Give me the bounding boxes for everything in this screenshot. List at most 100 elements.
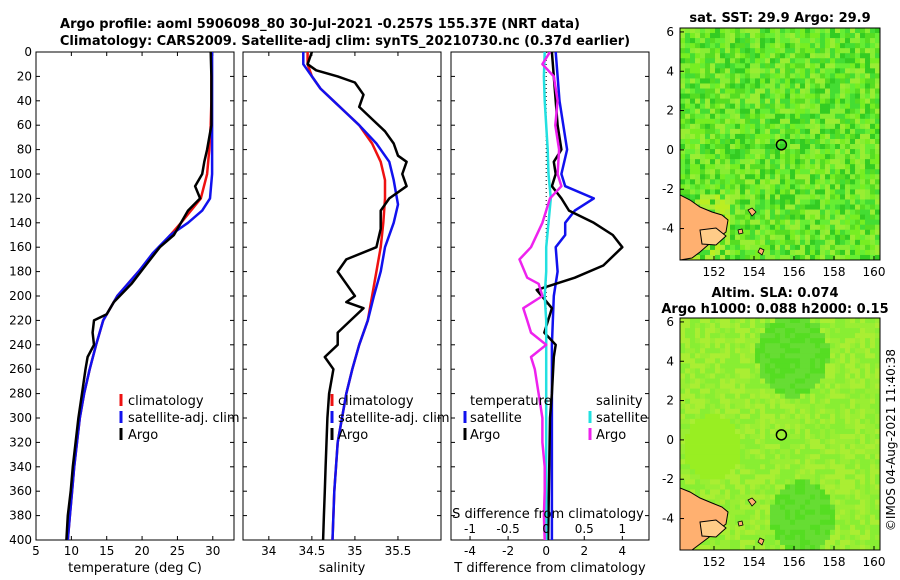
heatmap-cell <box>735 449 741 455</box>
heatmap-cell <box>715 88 721 94</box>
heatmap-cell <box>680 144 686 150</box>
heatmap-cell <box>805 343 811 349</box>
heatmap-cell <box>755 113 761 120</box>
heatmap-cell <box>800 204 806 210</box>
heatmap-cell <box>685 474 691 480</box>
heatmap-cell <box>690 449 696 455</box>
heatmap-cell <box>695 113 701 120</box>
heatmap-cell <box>875 494 880 500</box>
heatmap-cell <box>700 343 706 349</box>
heatmap-cell <box>800 209 806 216</box>
heatmap-cell <box>825 108 831 115</box>
heatmap-cell <box>830 113 836 120</box>
heatmap-cell <box>795 249 801 256</box>
heatmap-cell <box>710 534 716 541</box>
heatmap-cell <box>795 128 801 135</box>
heatmap-cell <box>780 393 786 400</box>
heatmap-cell <box>845 383 851 390</box>
heatmap-cell <box>785 444 791 450</box>
heatmap-cell <box>855 209 861 216</box>
heatmap-cell <box>795 53 801 59</box>
heatmap-cell <box>815 239 821 246</box>
heatmap-cell <box>855 169 861 175</box>
heatmap-cell <box>710 128 716 135</box>
heatmap-cell <box>835 73 841 79</box>
heatmap-cell <box>765 358 771 364</box>
heatmap-cell <box>760 333 766 339</box>
heatmap-cell <box>770 78 776 84</box>
heatmap-cell <box>730 199 736 205</box>
heatmap-cell <box>795 254 801 260</box>
heatmap-cell <box>825 363 831 369</box>
heatmap-cell <box>750 423 756 430</box>
heatmap-cell <box>755 38 761 44</box>
heatmap-cell <box>720 479 726 485</box>
heatmap-cell <box>745 323 751 329</box>
heatmap-cell <box>865 544 871 550</box>
heatmap-cell <box>775 164 781 170</box>
heatmap-cell <box>745 464 751 470</box>
heatmap-cell <box>765 393 771 400</box>
heatmap-cell <box>830 423 836 430</box>
heatmap-cell <box>760 358 766 364</box>
heatmap-cell <box>865 98 871 105</box>
heatmap-cell <box>695 38 701 44</box>
heatmap-cell <box>820 368 826 374</box>
heatmap-cell <box>795 388 801 395</box>
heatmap-cell <box>790 38 796 44</box>
heatmap-cell <box>800 174 806 180</box>
heatmap-cell <box>840 229 846 236</box>
heatmap-cell <box>770 184 776 190</box>
heatmap-cell <box>750 184 756 190</box>
heatmap-cell <box>795 353 801 359</box>
heatmap-cell <box>860 144 866 150</box>
heatmap-cell <box>815 63 821 69</box>
heatmap-cell <box>865 164 871 170</box>
heatmap-cell <box>750 519 756 526</box>
heatmap-cell <box>835 219 841 226</box>
heatmap-cell <box>865 398 871 405</box>
heatmap-cell <box>790 234 796 241</box>
heatmap-cell <box>875 434 880 440</box>
heatmap-cell <box>765 434 771 440</box>
heatmap-cell <box>695 464 701 470</box>
heatmap-cell <box>740 103 746 110</box>
heatmap-cell <box>780 464 786 470</box>
heatmap-cell <box>755 138 761 145</box>
heatmap-cell <box>830 164 836 170</box>
heatmap-cell <box>800 413 806 420</box>
heatmap-cell <box>765 189 771 195</box>
heatmap-cell <box>835 423 841 430</box>
heatmap-cell <box>805 174 811 180</box>
heatmap-cell <box>875 38 880 44</box>
heatmap-cell <box>805 184 811 190</box>
heatmap-cell <box>770 378 776 384</box>
heatmap-cell <box>830 98 836 105</box>
heatmap-cell <box>860 133 866 140</box>
heatmap-cell <box>830 413 836 420</box>
heatmap-cell <box>700 348 706 354</box>
heatmap-cell <box>835 368 841 374</box>
heatmap-cell <box>830 103 836 110</box>
heatmap-cell <box>705 408 711 415</box>
heatmap-cell <box>745 388 751 395</box>
heatmap-cell <box>760 398 766 405</box>
heatmap-cell <box>875 499 880 506</box>
heatmap-cell <box>695 194 701 200</box>
heatmap-cell <box>855 423 861 430</box>
heatmap-cell <box>720 499 726 506</box>
heatmap-cell <box>680 484 686 490</box>
heatmap-cell <box>855 484 861 490</box>
heatmap-cell <box>735 383 741 390</box>
heatmap-cell <box>835 318 841 324</box>
heatmap-cell <box>720 98 726 105</box>
heatmap-cell <box>840 83 846 89</box>
heatmap-cell <box>720 393 726 400</box>
heatmap-cell <box>780 98 786 105</box>
heatmap-cell <box>840 439 846 445</box>
heatmap-cell <box>740 43 746 49</box>
heatmap-cell <box>840 378 846 384</box>
heatmap-cell <box>825 219 831 226</box>
heatmap-cell <box>785 464 791 470</box>
heatmap-cell <box>815 194 821 200</box>
